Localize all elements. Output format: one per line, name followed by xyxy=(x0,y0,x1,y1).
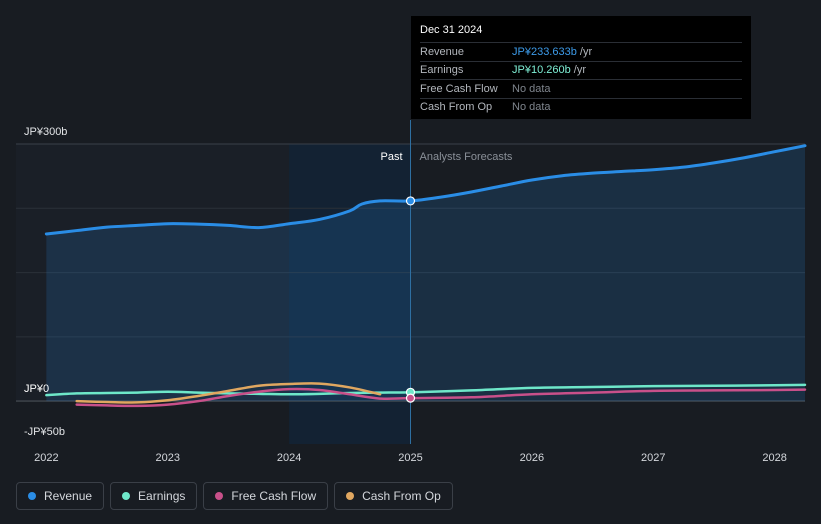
tooltip: Dec 31 2024 Revenue JP¥233.633b /yr Earn… xyxy=(411,16,751,119)
revenue-dot-icon xyxy=(28,492,36,500)
earnings-line xyxy=(45,383,807,397)
tooltip-label: Earnings xyxy=(420,64,464,77)
x-tick-label: 2025 xyxy=(398,452,422,464)
tooltip-value: JP¥233.633b xyxy=(512,45,577,58)
tooltip-unit: /yr xyxy=(576,45,593,58)
tooltip-row-revenue: Revenue JP¥233.633b /yr xyxy=(420,42,742,61)
forecast-label: Analysts Forecasts xyxy=(420,151,513,163)
cash-from-op-line xyxy=(75,382,382,404)
tooltip-row-earnings: Earnings JP¥10.260b /yr xyxy=(420,60,742,80)
cash-from-op-dot-icon xyxy=(346,492,355,500)
y-tick-label: JP¥0 xyxy=(24,383,49,395)
tooltip-row-free-cash-flow: Free Cash Flow No data xyxy=(420,79,742,98)
legend-item-earnings[interactable]: Earnings xyxy=(110,482,198,510)
legend-item-revenue[interactable]: Revenue xyxy=(16,482,105,510)
y-tick-label: JP¥300b xyxy=(24,126,67,138)
tooltip-value: JP¥10.260b xyxy=(512,64,571,77)
past-label: Past xyxy=(380,151,402,163)
hover-markers xyxy=(405,196,416,403)
legend: Revenue Earnings Free Cash Flow Cash Fro… xyxy=(16,482,453,510)
free-cash-flow-dot-icon xyxy=(215,492,224,500)
tooltip-date: Dec 31 2024 xyxy=(420,24,483,36)
revenue-marker xyxy=(405,196,416,206)
legend-label: Free Cash Flow xyxy=(231,489,317,503)
y-axis-labels: JP¥300b JP¥0 -JP¥50b xyxy=(24,126,67,438)
legend-label: Earnings xyxy=(138,489,186,503)
tooltip-label: Free Cash Flow xyxy=(420,82,498,95)
legend-item-cash-from-op[interactable]: Cash From Op xyxy=(334,482,453,510)
tooltip-label: Cash From Op xyxy=(420,101,493,114)
series-areas xyxy=(46,145,806,402)
y-tick-label: -JP¥50b xyxy=(24,426,65,438)
legend-item-free-cash-flow[interactable]: Free Cash Flow xyxy=(203,482,329,510)
revenue-area xyxy=(46,145,806,402)
x-axis-labels: 2022 2023 2024 2025 2026 2027 2028 xyxy=(34,452,787,464)
legend-label: Revenue xyxy=(44,489,93,503)
x-tick-label: 2026 xyxy=(520,452,544,464)
tooltip-value: No data xyxy=(512,101,551,114)
legend-label: Cash From Op xyxy=(362,489,441,503)
earnings-dot-icon xyxy=(122,492,131,500)
tooltip-label: Revenue xyxy=(420,45,465,58)
x-tick-label: 2027 xyxy=(641,452,665,464)
tooltip-unit: /yr xyxy=(570,64,586,77)
x-tick-label: 2024 xyxy=(277,452,301,464)
x-tick-label: 2023 xyxy=(155,452,179,464)
free-cash-flow-marker xyxy=(405,393,416,403)
tooltip-value: No data xyxy=(512,82,551,95)
tooltip-row-cash-from-op: Cash From Op No data xyxy=(420,97,742,117)
x-tick-label: 2022 xyxy=(34,452,58,464)
free-cash-flow-line xyxy=(75,387,807,408)
x-tick-label: 2028 xyxy=(762,452,786,464)
